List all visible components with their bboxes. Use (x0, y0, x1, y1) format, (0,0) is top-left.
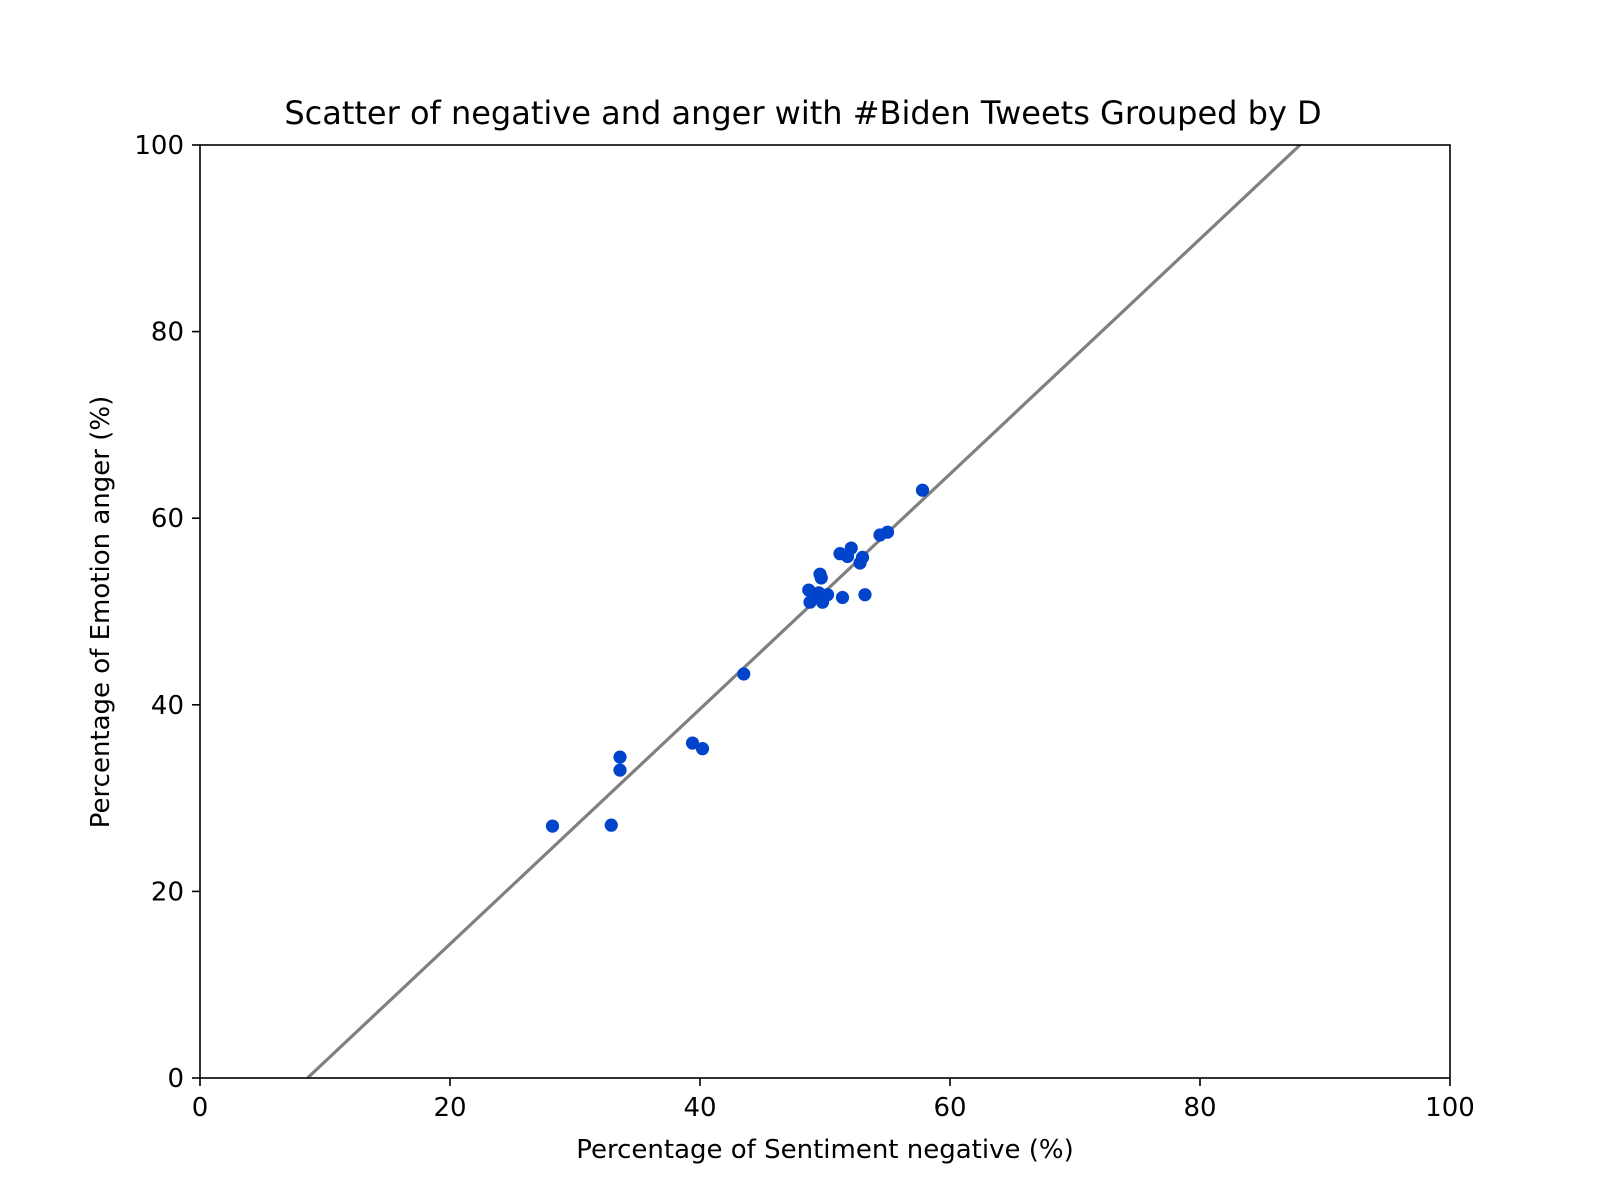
y-axis-label: Percentage of Emotion anger (%) (86, 396, 116, 828)
x-tick-label: 60 (933, 1093, 966, 1123)
data-point-16 (835, 590, 850, 605)
y-tick-label: 100 (134, 131, 184, 161)
x-tick-label: 40 (683, 1093, 716, 1123)
data-point-20 (855, 550, 870, 564)
data-point-6 (737, 667, 751, 681)
data-point-21 (858, 588, 872, 602)
data-point-14 (820, 588, 835, 602)
y-tick-label: 20 (151, 877, 184, 907)
fit-line-layer (306, 145, 1302, 1078)
data-point-0 (545, 819, 560, 833)
x-tick-label: 100 (1425, 1093, 1475, 1123)
x-tick-label: 20 (433, 1093, 466, 1123)
chart-title: Scatter of negative and anger with #Bide… (284, 94, 1321, 132)
data-point-5 (695, 742, 710, 756)
data-point-18 (844, 541, 858, 555)
data-point-23 (880, 525, 895, 539)
y-tick-label: 40 (151, 691, 184, 721)
y-tick-label: 60 (151, 504, 184, 534)
y-axis: 0 20 40 60 80 100 (134, 131, 200, 1094)
data-point-12 (814, 571, 828, 585)
data-point-4 (685, 736, 700, 750)
x-tick-label: 0 (192, 1093, 209, 1123)
y-tick-label: 0 (167, 1064, 184, 1094)
x-axis-label: Percentage of Sentiment negative (%) (576, 1135, 1073, 1165)
data-point-1 (604, 818, 618, 832)
x-axis: 0 20 40 60 80 100 (192, 1078, 1475, 1123)
data-point-3 (613, 750, 627, 764)
data-point-2 (613, 763, 627, 777)
plot-frame (199, 144, 1451, 1079)
points-layer (545, 483, 930, 833)
x-tick-label: 80 (1183, 1093, 1216, 1123)
plot-area (200, 145, 1450, 1078)
data-point-24 (915, 483, 930, 497)
fit-line (306, 145, 1302, 1078)
y-tick-label: 80 (151, 318, 184, 348)
